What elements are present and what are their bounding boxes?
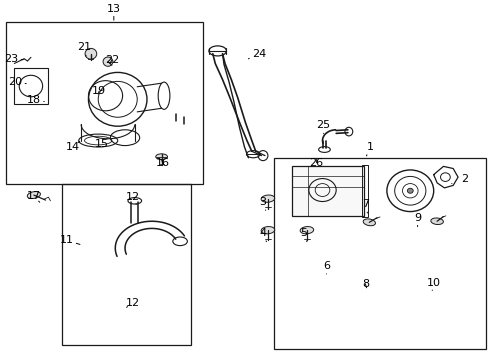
Ellipse shape <box>27 192 41 199</box>
Text: 14: 14 <box>66 141 80 152</box>
Ellipse shape <box>300 226 313 234</box>
Ellipse shape <box>103 57 113 66</box>
Ellipse shape <box>85 48 97 59</box>
Bar <box>61 184 190 345</box>
Text: 25: 25 <box>316 121 330 134</box>
Text: 5: 5 <box>300 228 307 242</box>
Bar <box>273 158 485 348</box>
Ellipse shape <box>261 226 274 234</box>
Ellipse shape <box>430 218 443 225</box>
Text: 11: 11 <box>60 235 80 245</box>
Text: 9: 9 <box>413 213 420 226</box>
Text: 15: 15 <box>95 139 109 149</box>
Text: 21: 21 <box>77 42 91 56</box>
Text: 8: 8 <box>361 279 368 289</box>
Bar <box>361 165 367 217</box>
Bar <box>292 166 364 216</box>
Text: 24: 24 <box>248 49 265 59</box>
Ellipse shape <box>407 188 412 193</box>
Text: 19: 19 <box>92 86 106 96</box>
Text: 4: 4 <box>259 228 266 242</box>
Text: 16: 16 <box>155 158 169 168</box>
Text: 20: 20 <box>8 77 26 87</box>
Text: 7: 7 <box>361 199 368 213</box>
Text: 23: 23 <box>4 54 23 64</box>
Text: 10: 10 <box>426 278 440 291</box>
Text: 18: 18 <box>27 95 44 105</box>
Ellipse shape <box>363 219 375 226</box>
Ellipse shape <box>261 195 274 202</box>
Text: 12: 12 <box>126 298 140 308</box>
Bar <box>14 68 47 104</box>
Text: 6: 6 <box>322 261 329 274</box>
Ellipse shape <box>156 154 167 159</box>
Text: 13: 13 <box>106 4 121 20</box>
Text: 22: 22 <box>104 55 119 65</box>
Bar <box>5 22 203 184</box>
Text: 3: 3 <box>259 197 266 210</box>
Text: 26: 26 <box>309 158 323 168</box>
Text: 1: 1 <box>366 142 373 156</box>
Text: 17: 17 <box>27 191 41 202</box>
Text: 2: 2 <box>451 174 468 184</box>
Text: 12: 12 <box>126 192 140 204</box>
